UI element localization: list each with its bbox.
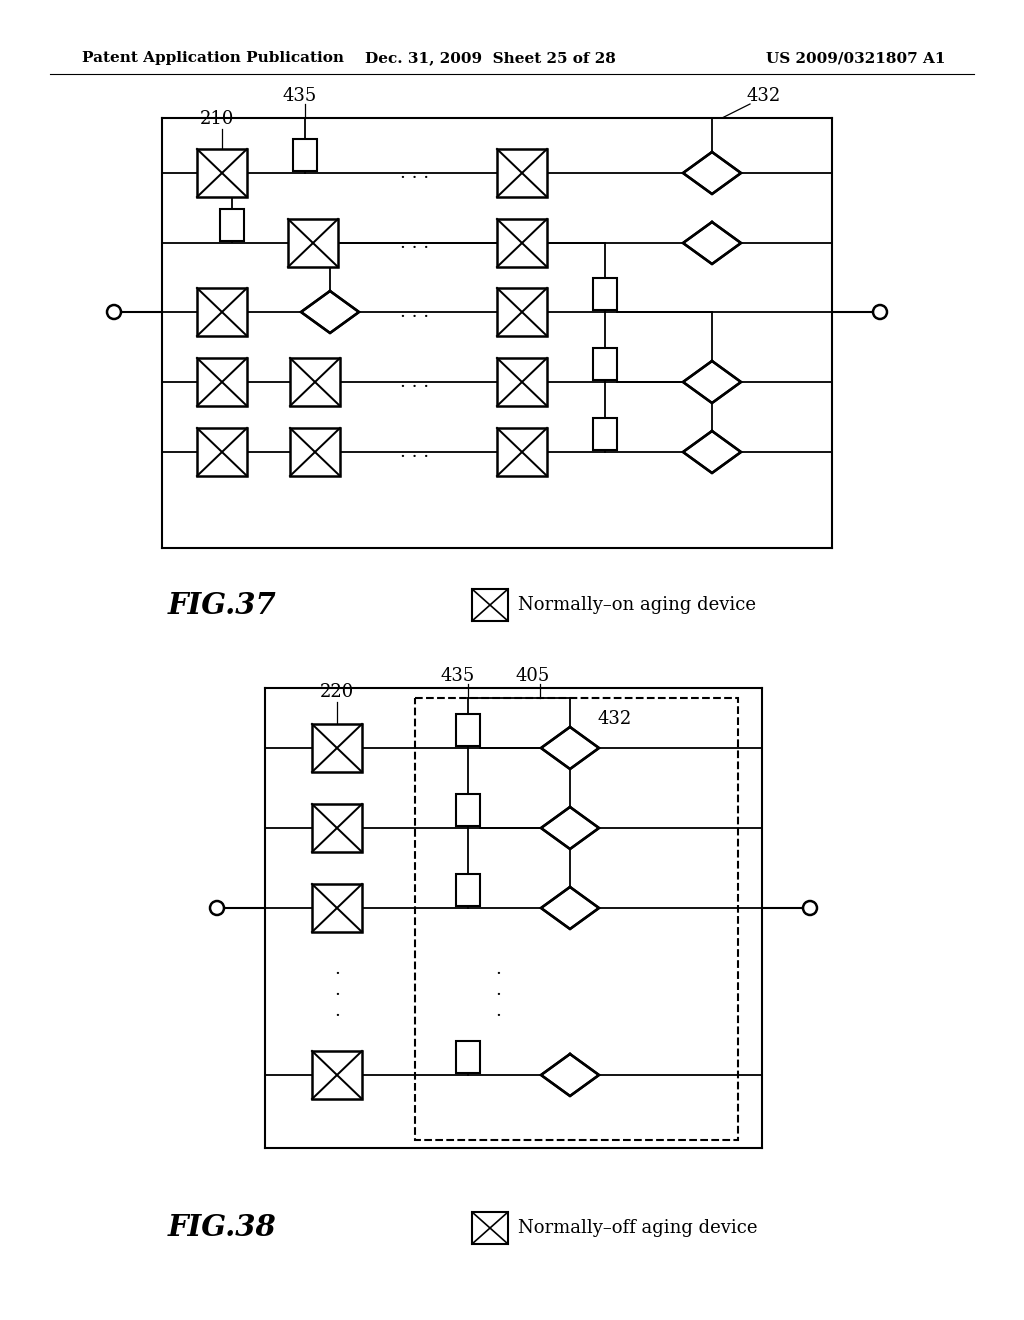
- Text: Patent Application Publication: Patent Application Publication: [82, 51, 344, 65]
- Text: 405: 405: [516, 667, 550, 685]
- Bar: [497, 149, 547, 197]
- Bar: [293, 139, 317, 172]
- Text: FIG.37: FIG.37: [168, 590, 276, 619]
- Bar: [312, 1051, 362, 1100]
- Text: 432: 432: [598, 710, 632, 729]
- Polygon shape: [541, 807, 599, 849]
- Polygon shape: [683, 222, 741, 264]
- Bar: [497, 428, 547, 477]
- Bar: [312, 804, 362, 851]
- Text: FIG.38: FIG.38: [168, 1213, 276, 1242]
- Text: .
.
.: . . .: [334, 960, 340, 1020]
- Bar: [197, 149, 247, 197]
- Polygon shape: [301, 290, 359, 333]
- Bar: [197, 288, 247, 337]
- Polygon shape: [541, 727, 599, 770]
- Bar: [497, 288, 547, 337]
- Bar: [497, 358, 547, 407]
- Bar: [290, 428, 340, 477]
- Bar: [197, 428, 247, 477]
- Bar: [593, 348, 617, 380]
- Text: US 2009/0321807 A1: US 2009/0321807 A1: [766, 51, 945, 65]
- Bar: [220, 209, 244, 242]
- Polygon shape: [541, 887, 599, 929]
- Bar: [197, 358, 247, 407]
- Bar: [456, 1041, 480, 1073]
- Text: . . .: . . .: [400, 374, 429, 391]
- Bar: [288, 219, 338, 267]
- Polygon shape: [683, 152, 741, 194]
- Text: . . .: . . .: [400, 234, 429, 252]
- Polygon shape: [683, 432, 741, 473]
- Bar: [290, 358, 340, 407]
- Text: Normally–off aging device: Normally–off aging device: [518, 1218, 758, 1237]
- Bar: [497, 219, 547, 267]
- Bar: [593, 279, 617, 310]
- Text: Dec. 31, 2009  Sheet 25 of 28: Dec. 31, 2009 Sheet 25 of 28: [365, 51, 615, 65]
- Text: Normally–on aging device: Normally–on aging device: [518, 597, 756, 614]
- Polygon shape: [683, 360, 741, 403]
- Text: 432: 432: [746, 87, 781, 106]
- Text: 435: 435: [283, 87, 317, 106]
- Bar: [415, 698, 738, 1140]
- Bar: [472, 589, 508, 620]
- Text: . . .: . . .: [400, 444, 429, 461]
- Bar: [456, 795, 480, 826]
- Text: .
.
.: . . .: [495, 960, 501, 1020]
- Bar: [312, 884, 362, 932]
- Text: 435: 435: [441, 667, 475, 685]
- Polygon shape: [541, 1053, 599, 1096]
- Bar: [593, 418, 617, 450]
- Text: . . .: . . .: [400, 164, 429, 182]
- Bar: [312, 723, 362, 772]
- Text: 220: 220: [319, 682, 354, 701]
- Text: . . .: . . .: [400, 304, 429, 321]
- Bar: [456, 874, 480, 906]
- Text: 210: 210: [200, 110, 234, 128]
- Bar: [456, 714, 480, 746]
- Bar: [472, 1212, 508, 1243]
